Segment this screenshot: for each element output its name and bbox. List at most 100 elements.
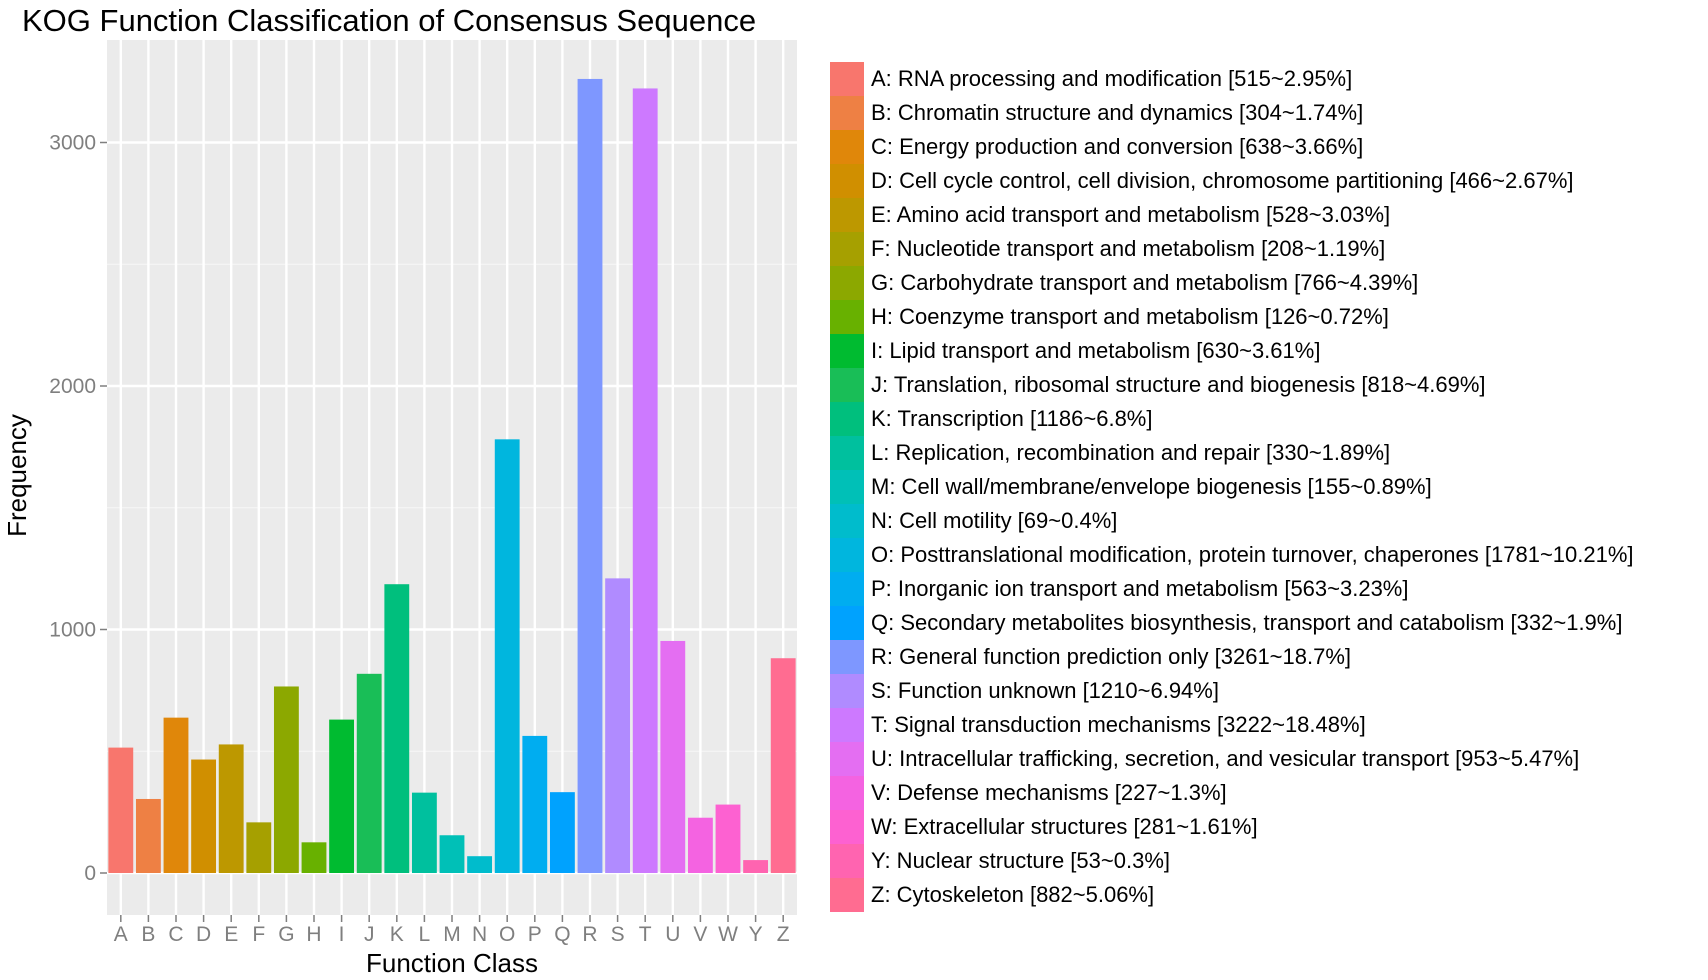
legend-label: W: Extracellular structures [281~1.61%] <box>871 814 1258 839</box>
x-tick-label: P <box>528 923 542 945</box>
bar-chart: 0 1000 2000 3000 A B C D E F G H I J K L M N O P Q R S T U V W Y Z <box>49 40 797 946</box>
bar-j <box>356 673 382 873</box>
y-tick-label: 1000 <box>49 619 96 642</box>
legend-swatch <box>830 96 864 130</box>
legend-item: S: Function unknown [1210~6.94%] <box>830 674 1634 708</box>
legend-item: K: Transcription [1186~6.8%] <box>830 402 1634 436</box>
bar-a <box>108 747 134 873</box>
bar-u <box>660 640 686 873</box>
legend-item: Q: Secondary metabolites biosynthesis, t… <box>830 606 1634 640</box>
bar-p <box>522 735 548 873</box>
legend-item: Z: Cytoskeleton [882~5.06%] <box>830 878 1634 912</box>
legend-label: G: Carbohydrate transport and metabolism… <box>871 270 1419 295</box>
legend-swatch <box>830 470 864 504</box>
x-tick-label: C <box>168 923 183 945</box>
legend-label: N: Cell motility [69~0.4%] <box>871 508 1118 533</box>
legend-label: T: Signal transduction mechanisms [3222~… <box>871 712 1366 737</box>
legend-label: E: Amino acid transport and metabolism [… <box>871 202 1391 227</box>
legend-item: T: Signal transduction mechanisms [3222~… <box>830 708 1634 742</box>
bar-v <box>687 817 713 873</box>
y-tick-label: 0 <box>84 862 96 885</box>
x-tick-label: D <box>196 923 211 945</box>
legend-swatch <box>830 674 864 708</box>
x-tick-label: N <box>472 923 487 945</box>
legend-swatch <box>830 844 864 878</box>
legend-label: J: Translation, ribosomal structure and … <box>871 372 1486 397</box>
y-tick-label: 3000 <box>49 132 96 155</box>
x-tick-label: Y <box>749 923 763 945</box>
legend-swatch <box>830 640 864 674</box>
legend-item: Y: Nuclear structure [53~0.3%] <box>830 844 1634 878</box>
x-tick-label: B <box>141 923 155 945</box>
x-tick-label: J <box>364 923 375 945</box>
bar-n <box>467 856 493 873</box>
legend-item: I: Lipid transport and metabolism [630~3… <box>830 334 1634 368</box>
x-axis-label: Function Class <box>366 948 538 978</box>
legend-label: Y: Nuclear structure [53~0.3%] <box>871 848 1170 873</box>
legend-label: O: Posttranslational modification, prote… <box>871 542 1634 567</box>
legend-item: D: Cell cycle control, cell division, ch… <box>830 164 1634 198</box>
x-tick-label: K <box>390 923 404 945</box>
x-tick-label: M <box>443 923 461 945</box>
bar-w <box>715 804 741 873</box>
legend-swatch <box>830 504 864 538</box>
legend-item: G: Carbohydrate transport and metabolism… <box>830 266 1634 300</box>
legend-label: P: Inorganic ion transport and metabolis… <box>871 576 1409 601</box>
legend-label: R: General function prediction only [326… <box>871 644 1352 669</box>
legend-item: M: Cell wall/membrane/envelope biogenesi… <box>830 470 1634 504</box>
legend-item: P: Inorganic ion transport and metabolis… <box>830 572 1634 606</box>
legend-label: Q: Secondary metabolites biosynthesis, t… <box>871 610 1623 635</box>
legend-item: W: Extracellular structures [281~1.61%] <box>830 810 1634 844</box>
legend-label: A: RNA processing and modification [515~… <box>871 66 1353 91</box>
x-tick-label: Z <box>777 923 790 945</box>
bar-g <box>273 686 299 873</box>
legend-swatch <box>830 334 864 368</box>
y-tick-label: 2000 <box>49 375 96 398</box>
legend-swatch <box>830 810 864 844</box>
x-tick-label: I <box>339 923 345 945</box>
x-tick-label: E <box>224 923 238 945</box>
bar-z <box>770 658 796 873</box>
bar-l <box>411 792 437 873</box>
x-tick-label: H <box>306 923 321 945</box>
legend-swatch <box>830 776 864 810</box>
axes: 0 1000 2000 3000 A B C D E F G H I J K L M N O P Q R S T U V W Y Z <box>49 132 790 946</box>
x-tick-label: G <box>278 923 294 945</box>
bar-q <box>549 792 575 873</box>
bar-k <box>384 584 410 873</box>
legend-item: C: Energy production and conversion [638… <box>830 130 1634 164</box>
legend-swatch <box>830 402 864 436</box>
legend-swatch <box>830 266 864 300</box>
x-tick-label: F <box>252 923 265 945</box>
x-tick-label: W <box>718 923 738 945</box>
legend-label: B: Chromatin structure and dynamics [304… <box>871 100 1364 125</box>
legend-label: M: Cell wall/membrane/envelope biogenesi… <box>871 474 1432 499</box>
legend-label: L: Replication, recombination and repair… <box>871 440 1391 465</box>
legend-swatch <box>830 572 864 606</box>
legend-swatch <box>830 436 864 470</box>
legend-label: Z: Cytoskeleton [882~5.06%] <box>871 882 1155 907</box>
bar-e <box>218 744 244 873</box>
legend-swatch <box>830 62 864 96</box>
legend-swatch <box>830 300 864 334</box>
bar-m <box>439 835 465 873</box>
x-tick-label: U <box>665 923 680 945</box>
legend-item: R: General function prediction only [326… <box>830 640 1634 674</box>
legend-label: U: Intracellular trafficking, secretion,… <box>871 746 1580 771</box>
legend-label: S: Function unknown [1210~6.94%] <box>871 678 1219 703</box>
legend-swatch <box>830 164 864 198</box>
legend-label: I: Lipid transport and metabolism [630~3… <box>871 338 1321 363</box>
bar-o <box>494 439 520 873</box>
legend-swatch <box>830 538 864 572</box>
legend-label: V: Defense mechanisms [227~1.3%] <box>871 780 1227 805</box>
bar-f <box>246 822 272 873</box>
x-tick-label: Q <box>554 923 570 945</box>
bars <box>108 78 796 874</box>
x-tick-label: T <box>639 923 652 945</box>
legend-label: H: Coenzyme transport and metabolism [12… <box>871 304 1389 329</box>
x-tick-label: V <box>693 923 707 945</box>
legend-item: H: Coenzyme transport and metabolism [12… <box>830 300 1634 334</box>
legend-swatch <box>830 742 864 776</box>
legend-swatch <box>830 606 864 640</box>
legend-item: F: Nucleotide transport and metabolism [… <box>830 232 1634 266</box>
